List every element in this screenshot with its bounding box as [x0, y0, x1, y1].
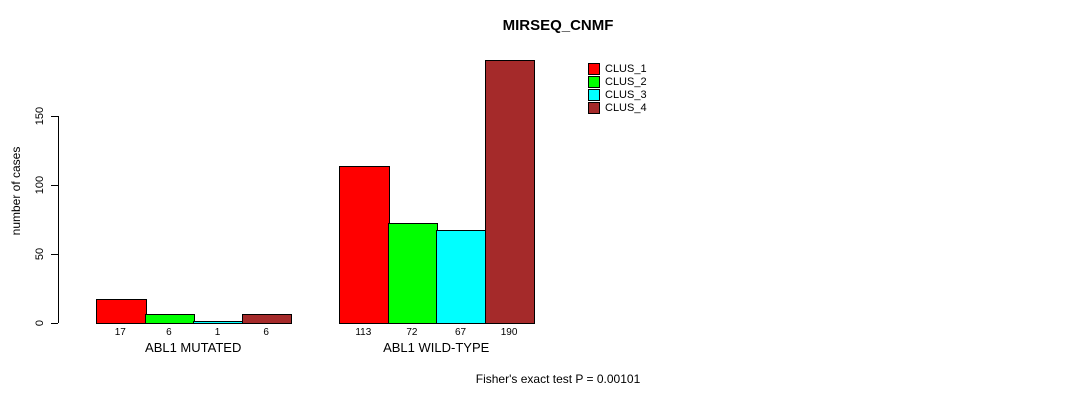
legend-label: CLUS_3 [605, 88, 647, 101]
legend-swatch-CLUS_3 [588, 88, 600, 101]
bar-CLUS_4 [241, 313, 293, 324]
fisher-test-annotation: Fisher's exact test P = 0.00101 [475, 372, 641, 386]
y-axis-title: number of cases [9, 146, 23, 236]
legend-swatch-CLUS_4 [588, 101, 600, 114]
legend-row: CLUS_4 [588, 101, 647, 114]
y-axis-tick-label: 150 [34, 107, 46, 126]
legend: CLUS_1 CLUS_2 CLUS_3 CLUS_4 [588, 62, 647, 114]
bar-value-label: 6 [263, 327, 269, 338]
bar-value-label: 6 [166, 327, 172, 338]
group-label: ABL1 MUTATED [145, 340, 242, 355]
y-axis-tick-label: 0 [34, 319, 46, 327]
bar-value-label: 72 [406, 327, 418, 338]
bar-CLUS_1 [96, 298, 147, 324]
y-axis-tick-label: 50 [34, 247, 46, 261]
bar-value-label: 1 [214, 327, 221, 338]
legend-label: CLUS_2 [605, 75, 647, 88]
bar-CLUS_4 [484, 60, 536, 324]
legend-swatch-CLUS_1 [588, 62, 600, 75]
bar-CLUS_3 [436, 229, 487, 324]
chart-title: MIRSEQ_CNMF [502, 17, 614, 34]
bar-CLUS_2 [387, 222, 439, 324]
bar-value-label: 190 [500, 327, 518, 338]
bar-value-label: 17 [114, 327, 126, 338]
bar-CLUS_1 [339, 166, 390, 324]
y-axis-tick [51, 116, 58, 118]
legend-row: CLUS_3 [588, 88, 647, 101]
legend-swatch-CLUS_2 [588, 75, 600, 88]
y-axis-tick [51, 185, 58, 187]
bar-value-label: 67 [454, 327, 467, 338]
group-label: ABL1 WILD-TYPE [383, 340, 490, 355]
y-axis-tick-label: 100 [34, 176, 46, 195]
bar-value-label: 113 [355, 327, 372, 338]
legend-label: CLUS_1 [605, 62, 647, 75]
y-axis-line [58, 116, 59, 323]
y-axis-tick [51, 254, 58, 256]
legend-label: CLUS_4 [605, 101, 647, 114]
legend-row: CLUS_2 [588, 75, 647, 88]
bar-CLUS_2 [144, 313, 196, 324]
legend-row: CLUS_1 [588, 62, 647, 75]
bar-CLUS_3 [193, 320, 244, 324]
y-axis-tick [51, 323, 58, 324]
